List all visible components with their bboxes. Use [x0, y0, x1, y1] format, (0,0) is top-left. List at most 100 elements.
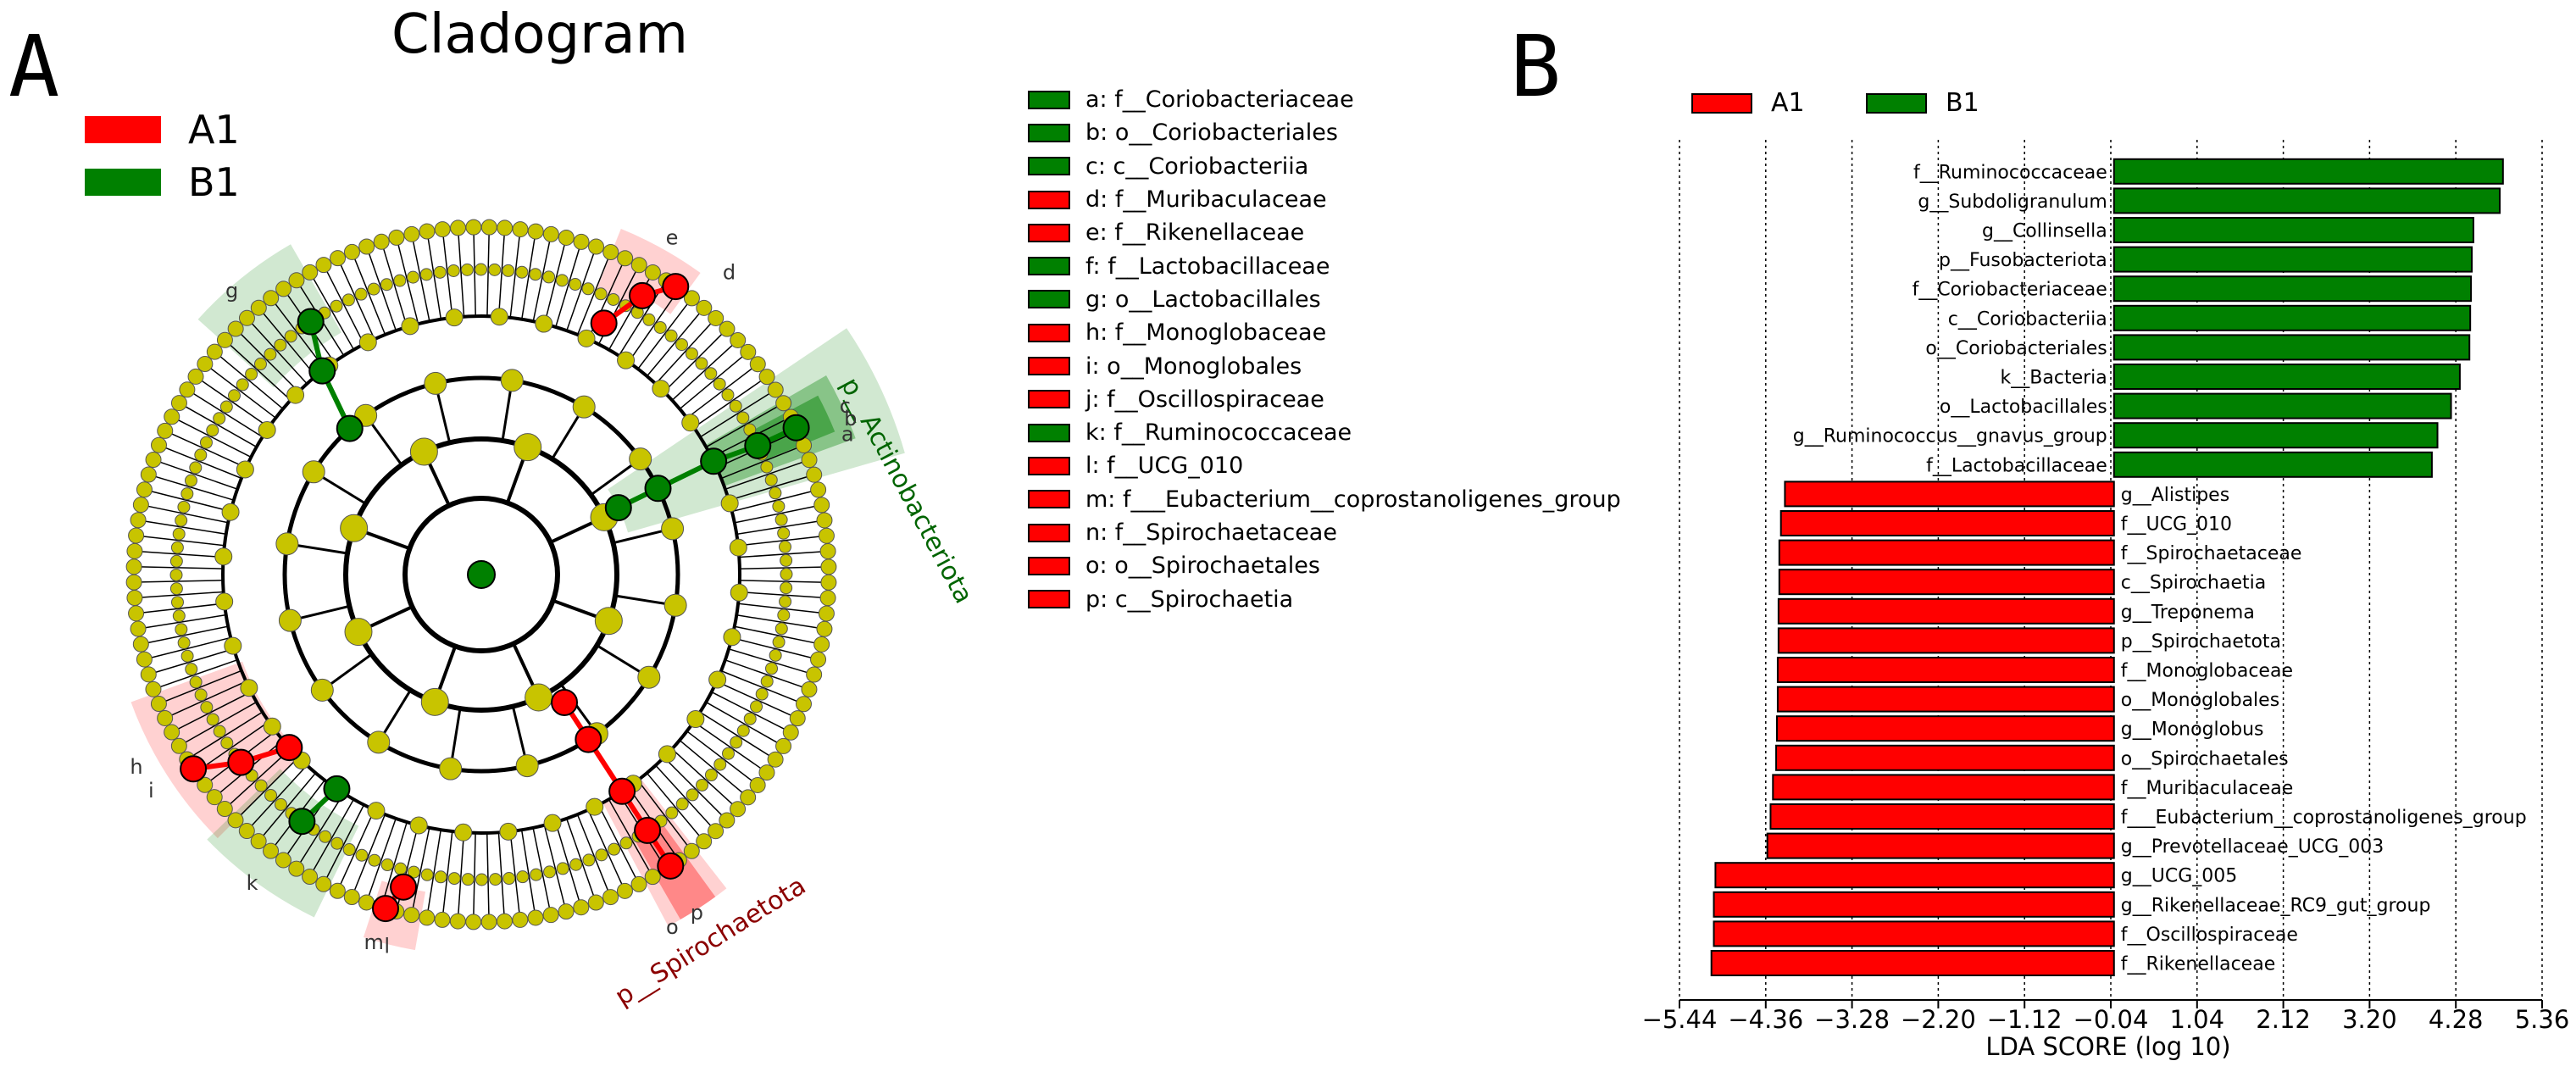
label-short: l [384, 934, 390, 958]
genus-node [777, 526, 791, 540]
family-node [577, 329, 596, 347]
leaf-branch [628, 290, 680, 363]
leaf-node [288, 860, 305, 877]
genus-node [169, 568, 183, 581]
family-node [367, 802, 386, 820]
clade-node [551, 688, 579, 716]
bar [2112, 158, 2504, 185]
clade-node [644, 475, 672, 503]
genus-node [595, 848, 608, 862]
phylum-ring [402, 496, 560, 653]
clade-node [308, 357, 336, 385]
leaf-node [512, 221, 529, 238]
leaf-branch [166, 430, 247, 469]
leaf-branch [142, 504, 229, 524]
bar [1713, 891, 2115, 918]
genus-node [780, 553, 793, 567]
leaf-branch [693, 721, 766, 773]
family-node [729, 538, 747, 557]
class-node [514, 433, 542, 462]
bar-label: g__Subdoligranulum [1918, 192, 2107, 213]
family-node [240, 679, 258, 697]
leaf-node [749, 356, 766, 373]
family-node [221, 503, 240, 521]
order-node [629, 447, 652, 471]
leaf-branch [663, 330, 727, 392]
leaf-node [630, 257, 647, 274]
leaf-branch [576, 814, 611, 896]
bar [1713, 920, 2115, 947]
genus-node [393, 274, 407, 287]
key-label: f: f__Lactobacillaceae [1085, 253, 1330, 280]
leaf-branch [426, 232, 442, 319]
genus-node [175, 623, 188, 636]
x-tick-label: 5.36 [2515, 1005, 2570, 1034]
bar [1778, 539, 2115, 566]
genus-node [685, 347, 698, 360]
genus-node [219, 400, 233, 414]
leaf-node [388, 229, 405, 246]
genus-node [213, 725, 226, 738]
leaf-node [573, 899, 590, 916]
genus-node [170, 596, 184, 609]
leaf-branch [137, 535, 225, 547]
leaf-node [708, 823, 724, 840]
genus-node [264, 347, 277, 361]
genus-node [765, 662, 779, 675]
leaf-node [683, 290, 700, 307]
clade-node [662, 273, 690, 301]
leaf-branch [497, 832, 506, 920]
legend-swatch [85, 116, 161, 143]
genus-node [200, 701, 214, 714]
leaf-branch [724, 459, 808, 491]
leaf-branch [646, 772, 703, 841]
key-swatch [1028, 257, 1070, 276]
leaf-node [164, 724, 180, 741]
clade-node [336, 414, 364, 442]
genus-node [220, 736, 234, 750]
genus-node [194, 448, 208, 462]
leaf-node [130, 512, 147, 529]
bar [2112, 364, 2461, 390]
key-item: e: f__Rikenellaceae [1028, 216, 1621, 249]
leaf-node [419, 909, 436, 926]
genus-node [675, 797, 689, 811]
leaf-branch [136, 580, 224, 583]
bar-label: f__Ruminococcaceae [1913, 162, 2107, 183]
leaf-node [227, 320, 244, 337]
genus-node [713, 377, 726, 391]
genus-node [380, 278, 393, 292]
genus-node [664, 329, 678, 342]
leaf-node [275, 852, 291, 869]
root-node [467, 560, 496, 589]
leaf-branch [457, 832, 465, 920]
leaf-branch [734, 504, 820, 524]
label-short: h [130, 755, 142, 779]
leaf-branch [576, 253, 611, 336]
leaf-node [719, 812, 736, 829]
label-short: m [364, 930, 384, 954]
leaf-node [373, 233, 390, 250]
leaf-node [789, 710, 806, 727]
leaf-branch [205, 364, 276, 419]
legend-label: B1 [188, 159, 240, 205]
leaf-node [302, 869, 319, 886]
key-item: g: o__Lactobacillales [1028, 283, 1621, 316]
leaf-branch [711, 691, 790, 732]
bar [1777, 597, 2115, 625]
leaf-node [238, 823, 255, 840]
leaf-node [616, 882, 633, 899]
highlight-lactobacillales [197, 244, 341, 388]
bar-label: f__Coriobacteriaceae [1913, 280, 2107, 301]
bar [1776, 686, 2115, 713]
leaf-node [810, 651, 827, 668]
leaf-branch [663, 757, 726, 820]
cladogram-title: Cladogram [391, 3, 688, 66]
key-label: o: o__Spirochaetales [1085, 553, 1320, 580]
genus-node [180, 649, 194, 663]
leaf-branch [236, 757, 299, 819]
key-item: k: f__Ruminococcaceae [1028, 416, 1621, 449]
leaf-branch [731, 489, 817, 513]
family-node [358, 333, 377, 352]
leaf-node [602, 244, 619, 261]
